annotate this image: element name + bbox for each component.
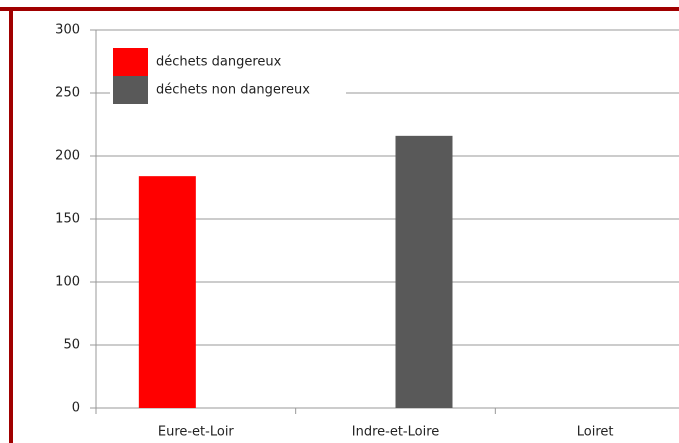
y-tick-label: 50 [63,338,80,353]
legend-swatch [113,76,148,104]
y-tick-label: 300 [55,23,80,38]
x-tick-label: Loiret [577,425,614,440]
legend-label: déchets dangereux [156,55,282,70]
y-tick-label: 0 [72,401,80,416]
x-tick-label: Indre-et-Loire [352,425,440,440]
legend-box [110,44,346,102]
y-tick-label: 200 [55,149,80,164]
x-tick-label: Eure-et-Loir [158,425,235,440]
legend-swatch [113,48,148,76]
bar [138,176,196,408]
bar [395,135,453,408]
legend-label: déchets non dangereux [156,83,310,98]
y-tick-label: 250 [55,86,80,101]
y-tick-label: 100 [55,275,80,290]
y-tick-label: 150 [55,212,80,227]
